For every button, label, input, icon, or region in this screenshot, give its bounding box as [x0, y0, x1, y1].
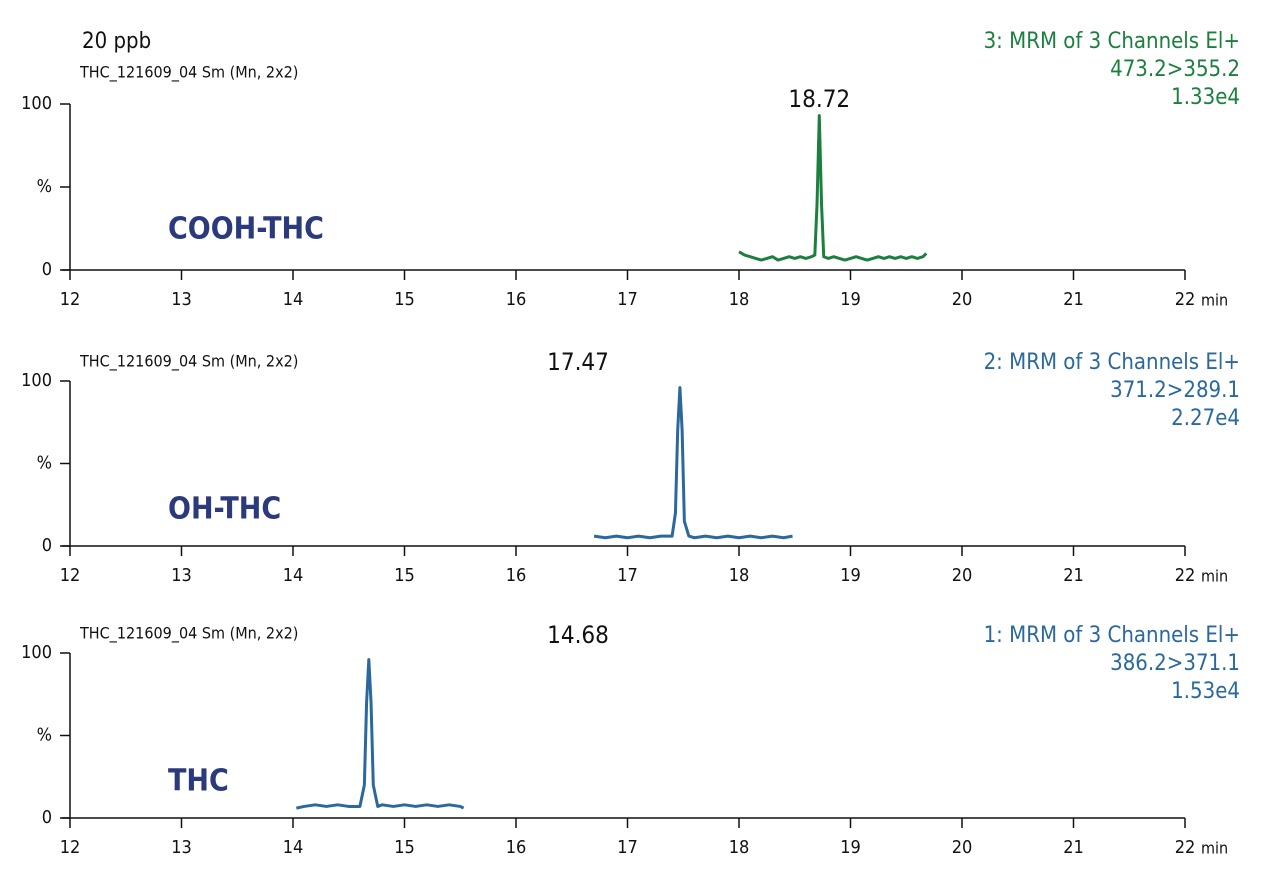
channel-info: 1.33e4: [1171, 85, 1240, 110]
x-tick-label: 18: [729, 565, 750, 586]
x-tick-label: 17: [617, 289, 638, 310]
x-axis-unit: min: [1201, 839, 1228, 858]
channel-info: 3: MRM of 3 Channels El+: [984, 29, 1240, 54]
x-tick-label: 17: [617, 565, 638, 586]
x-tick-label: 19: [840, 565, 861, 586]
x-tick-label: 13: [171, 837, 192, 858]
x-tick-label: 17: [617, 837, 638, 858]
y-tick-label: 100: [21, 370, 52, 391]
x-tick-label: 12: [60, 289, 81, 310]
x-tick-label: 21: [1063, 289, 1084, 310]
x-tick-label: 21: [1063, 565, 1084, 586]
y-tick-label: 0: [42, 535, 52, 556]
channel-info: 2: MRM of 3 Channels El+: [984, 350, 1240, 375]
channel-info: 386.2>371.1: [1110, 651, 1240, 676]
channel-info: 2.27e4: [1171, 406, 1240, 431]
x-tick-label: 22: [1175, 837, 1196, 858]
y-tick-label: 100: [21, 93, 52, 114]
compound-label: COOH-THC: [168, 212, 324, 247]
compound-label: OH-THC: [168, 492, 281, 527]
x-tick-label: 22: [1175, 565, 1196, 586]
y-tick-label: 0: [42, 807, 52, 828]
trace: [738, 114, 928, 262]
x-tick-label: 20: [952, 837, 973, 858]
y-tick-label: 0: [42, 259, 52, 280]
trace: [593, 386, 793, 540]
compound-label: THC: [168, 764, 229, 799]
x-tick-label: 15: [394, 837, 415, 858]
x-tick-label: 16: [506, 289, 527, 310]
x-tick-label: 20: [952, 289, 973, 310]
sample-name: THC_121609_04 Sm (Mn, 2x2): [79, 352, 298, 372]
x-tick-label: 18: [729, 289, 750, 310]
peak-label: 14.68: [547, 621, 609, 649]
x-tick-label: 12: [60, 837, 81, 858]
x-tick-label: 19: [840, 837, 861, 858]
x-tick-label: 20: [952, 565, 973, 586]
x-axis-unit: min: [1201, 567, 1228, 586]
x-axis-unit: min: [1201, 291, 1228, 310]
x-tick-label: 15: [394, 565, 415, 586]
x-tick-label: 22: [1175, 289, 1196, 310]
channel-info: 473.2>355.2: [1110, 57, 1240, 82]
sample-name: THC_121609_04 Sm (Mn, 2x2): [79, 624, 298, 644]
x-tick-label: 14: [283, 289, 304, 310]
channel-info: 1.53e4: [1171, 679, 1240, 704]
x-tick-label: 14: [283, 837, 304, 858]
peak-label: 17.47: [547, 348, 609, 376]
x-tick-label: 13: [171, 289, 192, 310]
y-tick-label: %: [37, 176, 52, 197]
x-tick-label: 16: [506, 565, 527, 586]
trace: [296, 658, 465, 810]
y-tick-label: %: [37, 725, 52, 746]
y-tick-label: %: [37, 453, 52, 474]
y-tick-label: 100: [21, 642, 52, 663]
x-tick-label: 15: [394, 289, 415, 310]
channel-info: 371.2>289.1: [1110, 378, 1240, 403]
channel-info: 1: MRM of 3 Channels El+: [984, 623, 1240, 648]
x-tick-label: 18: [729, 837, 750, 858]
x-tick-label: 16: [506, 837, 527, 858]
sample-name: THC_121609_04 Sm (Mn, 2x2): [79, 63, 298, 83]
peak-label: 18.72: [788, 85, 850, 113]
x-tick-label: 21: [1063, 837, 1084, 858]
title: 20 ppb: [82, 29, 151, 54]
x-tick-label: 14: [283, 565, 304, 586]
x-tick-label: 19: [840, 289, 861, 310]
x-tick-label: 13: [171, 565, 192, 586]
x-tick-label: 12: [60, 565, 81, 586]
